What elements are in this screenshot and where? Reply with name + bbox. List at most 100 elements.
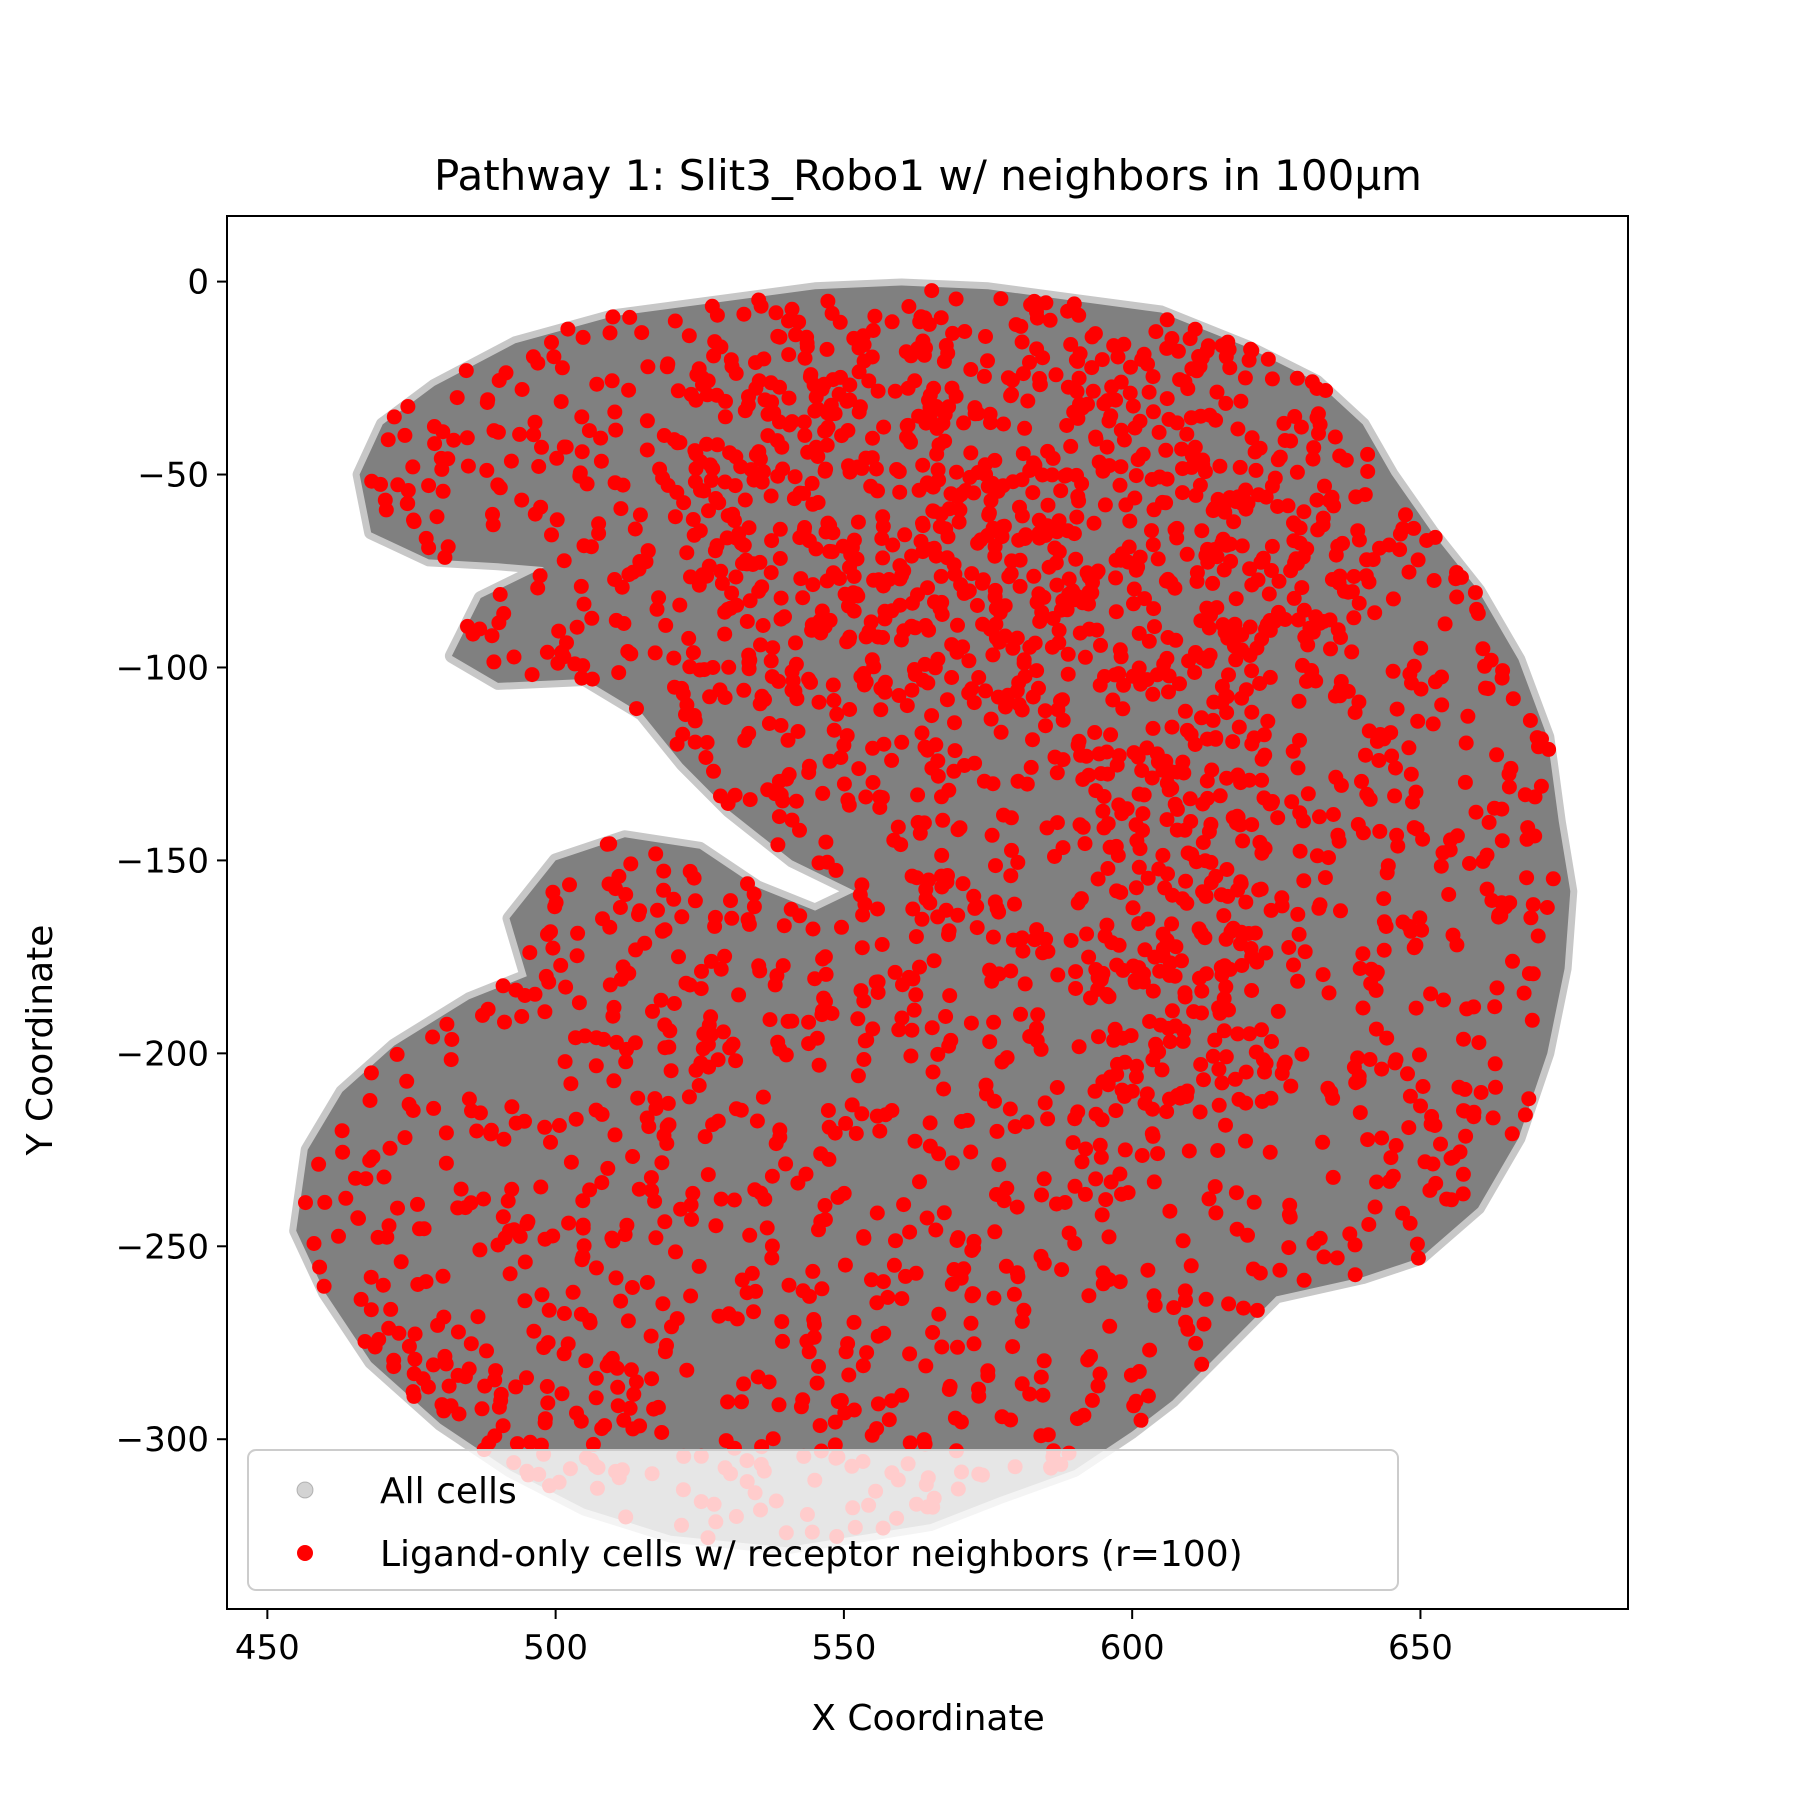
ligand-cell-point bbox=[1177, 1283, 1193, 1299]
ligand-cell-point bbox=[643, 1328, 659, 1344]
ligand-cell-point bbox=[790, 1175, 806, 1191]
ligand-cell-point bbox=[930, 1046, 946, 1062]
ligand-cell-point bbox=[868, 461, 884, 477]
ligand-cell-point bbox=[626, 1386, 642, 1402]
ligand-cell-point bbox=[978, 683, 993, 699]
ligand-cell-point bbox=[1530, 928, 1546, 944]
ligand-cell-point bbox=[679, 1362, 695, 1378]
ligand-cell-point bbox=[1134, 1148, 1150, 1163]
ligand-cell-point bbox=[1309, 492, 1325, 508]
ligand-cell-point bbox=[1140, 1262, 1156, 1278]
ligand-cell-point bbox=[554, 1386, 570, 1402]
ligand-cell-point bbox=[406, 1366, 422, 1382]
ligand-cell-point bbox=[1286, 533, 1302, 549]
ligand-cell-point bbox=[814, 381, 830, 397]
ligand-cell-point bbox=[973, 532, 989, 548]
ligand-cell-point bbox=[1099, 917, 1115, 933]
ligand-cell-point bbox=[1181, 1143, 1197, 1159]
ligand-cell-point bbox=[1360, 464, 1376, 479]
ligand-cell-point bbox=[894, 1291, 910, 1307]
ligand-cell-point bbox=[672, 597, 688, 613]
ligand-cell-point bbox=[702, 457, 718, 473]
ligand-cell-point bbox=[875, 518, 891, 534]
ligand-cell-point bbox=[903, 348, 919, 364]
ligand-cell-point bbox=[1066, 526, 1082, 542]
ligand-cell-point bbox=[938, 338, 954, 353]
ligand-cell-point bbox=[810, 401, 826, 417]
ligand-cell-point bbox=[1449, 589, 1465, 605]
ligand-cell-point bbox=[1505, 691, 1521, 707]
ligand-cell-point bbox=[623, 856, 639, 872]
ligand-cell-point bbox=[1340, 584, 1356, 600]
ligand-cell-point bbox=[1367, 1199, 1383, 1215]
ligand-cell-point bbox=[963, 1315, 979, 1331]
ligand-cell-point bbox=[688, 446, 704, 462]
ligand-cell-point bbox=[1101, 1272, 1117, 1288]
ligand-cell-point bbox=[1029, 594, 1045, 610]
ligand-cell-point bbox=[584, 671, 600, 687]
ligand-cell-point bbox=[751, 583, 767, 599]
ligand-cell-point bbox=[1355, 946, 1371, 962]
ligand-cell-point bbox=[1108, 604, 1124, 620]
ligand-cell-point bbox=[850, 514, 866, 530]
ligand-cell-point bbox=[718, 1433, 734, 1449]
ligand-cell-point bbox=[1151, 861, 1167, 877]
ligand-cell-point bbox=[1090, 970, 1106, 986]
ligand-cell-point bbox=[1132, 841, 1148, 857]
ligand-cell-point bbox=[453, 1181, 469, 1197]
ligand-cell-point bbox=[1493, 908, 1509, 924]
ligand-cell-point bbox=[1488, 1079, 1503, 1095]
ligand-cell-point bbox=[963, 1144, 979, 1160]
ligand-cell-point bbox=[512, 426, 528, 442]
ligand-cell-point bbox=[993, 724, 1009, 740]
ligand-cell-point bbox=[881, 1412, 897, 1428]
ligand-cell-point bbox=[1238, 501, 1254, 517]
ligand-cell-point bbox=[760, 406, 776, 422]
ligand-cell-point bbox=[1131, 786, 1147, 802]
ligand-cell-point bbox=[759, 1220, 775, 1236]
ligand-cell-point bbox=[495, 1418, 511, 1434]
ligand-cell-point bbox=[451, 1406, 467, 1422]
ligand-cell-point bbox=[1471, 1035, 1487, 1051]
ligand-cell-point bbox=[405, 459, 421, 475]
ligand-cell-point bbox=[554, 360, 570, 376]
x-tick-label: 600 bbox=[1100, 1628, 1165, 1668]
ligand-cell-point bbox=[1265, 794, 1280, 809]
ligand-cell-point bbox=[1290, 973, 1306, 989]
ligand-cell-point bbox=[624, 1280, 640, 1295]
ligand-cells-series bbox=[298, 283, 1561, 1546]
ligand-cell-point bbox=[947, 1410, 963, 1426]
ligand-cell-point bbox=[1285, 743, 1301, 759]
ligand-cell-point bbox=[1519, 870, 1535, 886]
ligand-cell-point bbox=[1207, 1179, 1223, 1195]
ligand-cell-point bbox=[948, 291, 964, 307]
ligand-cell-point bbox=[519, 1370, 534, 1386]
ligand-cell-point bbox=[652, 461, 668, 477]
ligand-cell-point bbox=[1250, 572, 1266, 588]
ligand-cell-point bbox=[1525, 966, 1541, 982]
ligand-cell-point bbox=[1379, 1030, 1395, 1046]
ligand-cell-point bbox=[584, 610, 600, 626]
ligand-cell-point bbox=[1158, 753, 1174, 769]
ligand-cell-point bbox=[666, 650, 682, 666]
ligand-cell-point bbox=[386, 1359, 402, 1375]
ligand-cell-point bbox=[1129, 1058, 1145, 1074]
ligand-cell-point bbox=[625, 1421, 641, 1437]
ligand-cell-point bbox=[775, 461, 791, 477]
ligand-cell-point bbox=[1194, 983, 1210, 999]
ligand-cell-point bbox=[1073, 747, 1089, 763]
ligand-cell-point bbox=[1467, 585, 1483, 601]
ligand-cell-point bbox=[458, 363, 474, 379]
ligand-cell-point bbox=[1434, 669, 1449, 685]
ligand-cell-point bbox=[982, 1034, 998, 1050]
ligand-cell-point bbox=[421, 478, 437, 494]
ligand-cell-point bbox=[1003, 566, 1019, 582]
ligand-cell-point bbox=[585, 1436, 601, 1452]
ligand-cell-point bbox=[809, 1375, 825, 1391]
ligand-cell-point bbox=[1033, 1369, 1049, 1385]
ligand-cell-point bbox=[687, 734, 703, 750]
ligand-cell-point bbox=[1155, 847, 1171, 863]
ligand-cell-point bbox=[673, 1201, 689, 1217]
ligand-cell-point bbox=[1504, 1126, 1520, 1142]
ligand-cell-point bbox=[1292, 805, 1308, 821]
